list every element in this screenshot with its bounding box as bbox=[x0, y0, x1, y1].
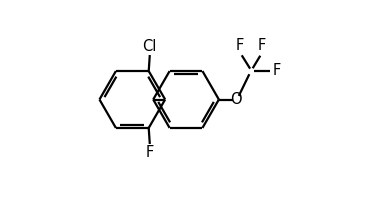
Text: F: F bbox=[273, 63, 281, 78]
Text: Cl: Cl bbox=[142, 39, 157, 54]
Text: O: O bbox=[230, 92, 242, 107]
Text: F: F bbox=[257, 38, 266, 53]
Text: F: F bbox=[235, 38, 244, 53]
Text: F: F bbox=[146, 145, 154, 160]
